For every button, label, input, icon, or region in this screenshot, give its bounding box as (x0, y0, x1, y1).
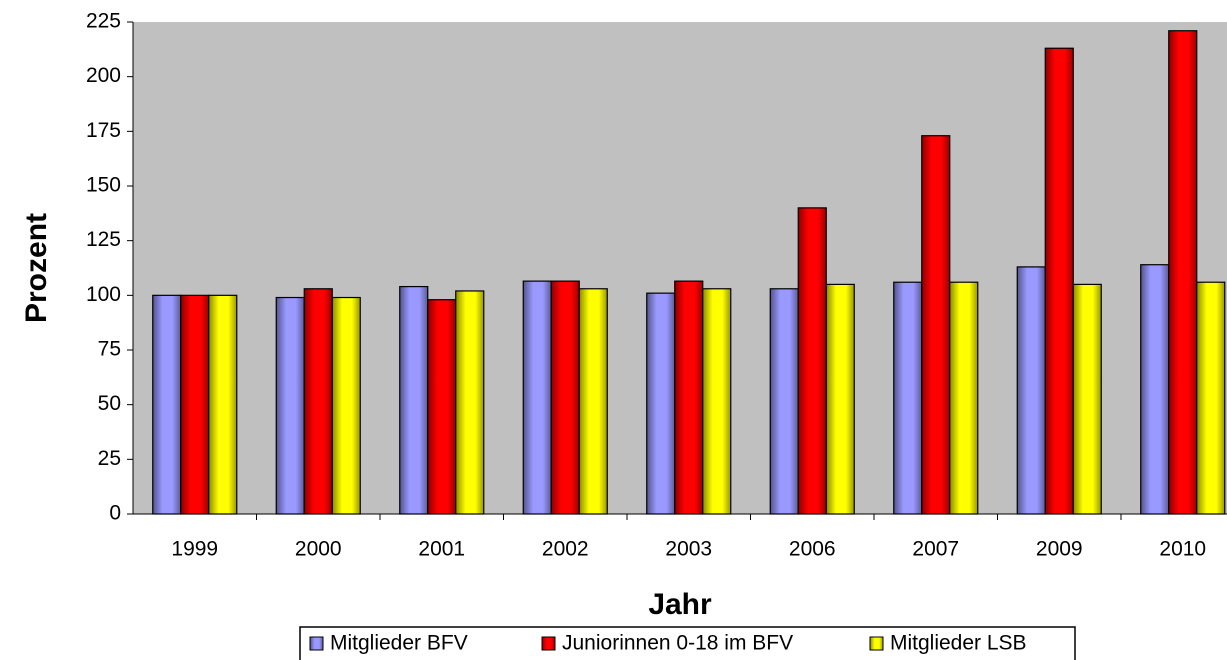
legend-label: Juniorinnen 0-18 im BFV (562, 632, 793, 655)
bar (152, 294, 182, 515)
bar (1168, 30, 1198, 515)
bar (674, 280, 704, 515)
bar (399, 285, 429, 515)
bar (275, 296, 305, 515)
x-tick-label: 2006 (789, 538, 836, 561)
y-tick-label: 75 (98, 338, 121, 361)
x-tick-label: 2001 (418, 538, 465, 561)
legend-swatch (541, 636, 556, 651)
bar (303, 288, 333, 515)
legend-label: Mitglieder LSB (890, 632, 1027, 655)
bar (769, 288, 799, 515)
legend (299, 626, 1076, 660)
bar (1196, 281, 1226, 515)
y-tick-label: 150 (86, 174, 121, 197)
y-tick-label: 25 (98, 447, 121, 470)
x-tick-label: 2002 (542, 538, 589, 561)
bar (180, 294, 210, 515)
bar (1016, 266, 1046, 515)
bar (825, 283, 855, 515)
bar (893, 281, 923, 515)
bar (331, 296, 361, 515)
bar (1072, 283, 1102, 515)
x-tick-label: 1999 (171, 538, 218, 561)
bar (578, 288, 608, 515)
x-tick-label: 2007 (912, 538, 959, 561)
y-tick-label: 225 (86, 10, 121, 33)
bar (921, 135, 951, 515)
bar (522, 280, 552, 515)
x-tick-label: 2010 (1159, 538, 1206, 561)
x-tick-label: 2003 (665, 538, 712, 561)
legend-swatch (869, 636, 884, 651)
bar (550, 280, 580, 515)
legend-label: Mitglieder BFV (330, 632, 468, 655)
x-tick-label: 2009 (1036, 538, 1083, 561)
bar (1044, 47, 1074, 515)
bar (1140, 264, 1170, 515)
y-tick-label: 50 (98, 392, 121, 415)
y-tick-label: 200 (86, 64, 121, 87)
x-tick-label: 2000 (295, 538, 342, 561)
y-tick-label: 0 (109, 502, 121, 525)
bar (797, 207, 827, 515)
y-tick-label: 100 (86, 283, 121, 306)
legend-swatch (309, 636, 324, 651)
bar (646, 292, 676, 515)
bar (702, 288, 732, 515)
bar (949, 281, 979, 515)
y-tick-label: 125 (86, 228, 121, 251)
x-axis-title: Jahr (648, 588, 712, 621)
y-tick-label: 175 (86, 119, 121, 142)
bar (208, 294, 238, 515)
y-axis-title: Prozent (20, 213, 53, 323)
bar (427, 299, 457, 515)
bar (455, 290, 485, 515)
